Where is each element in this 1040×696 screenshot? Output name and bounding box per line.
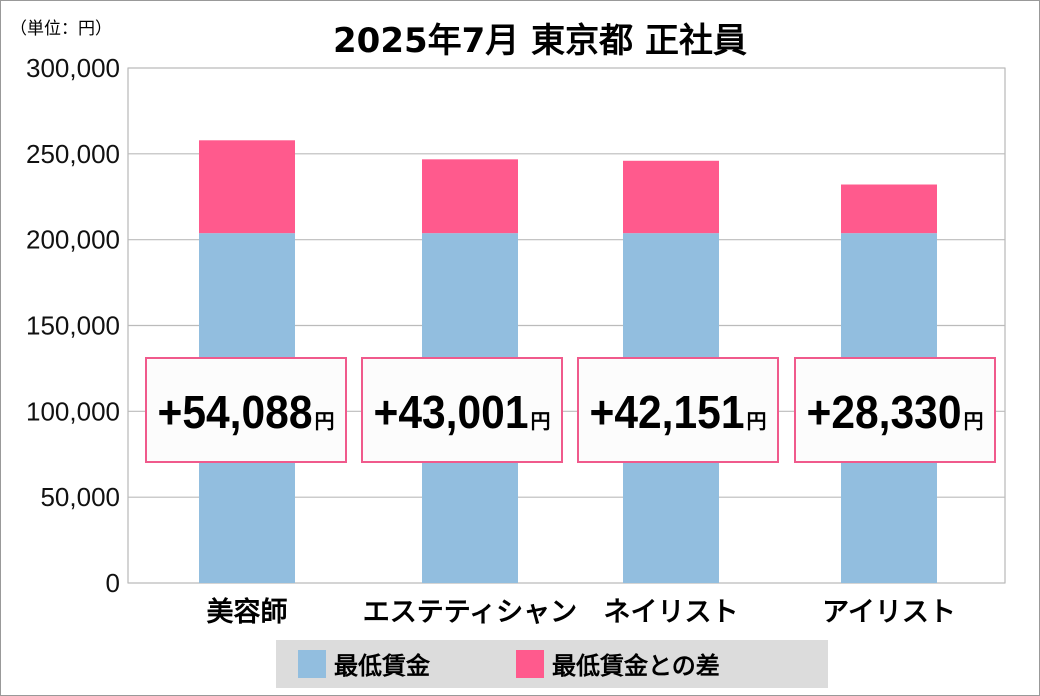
legend-label-min-wage: 最低賃金 (334, 652, 431, 680)
legend-swatch-difference (516, 650, 544, 678)
difference-label: +28,330 円 (807, 386, 984, 438)
difference-label-box (145, 357, 347, 463)
y-tick-label: 0 (106, 568, 120, 598)
bar-difference (841, 184, 937, 234)
difference-value: +28,330 (807, 386, 962, 438)
chart-title: 2025年7月 東京都 正社員 (333, 21, 747, 61)
difference-value: +42,151 (590, 386, 745, 438)
yen-unit: 円 (964, 409, 984, 433)
difference-label: +43,001 円 (374, 386, 551, 438)
legend-label-difference: 最低賃金との差 (552, 652, 720, 680)
y-tick-label: 150,000 (26, 311, 120, 341)
bar-difference (199, 140, 295, 234)
y-tick-label: 50,000 (40, 482, 120, 512)
category-label: アイリスト (822, 597, 956, 628)
y-tick-label: 250,000 (26, 139, 120, 169)
difference-label-box (361, 357, 563, 463)
difference-label: +42,151 円 (590, 386, 767, 438)
legend-background (276, 640, 828, 688)
difference-value: +54,088 (158, 386, 313, 438)
legend: 最低賃金 最低賃金との差 (276, 640, 828, 688)
category-label: 美容師 (207, 596, 288, 628)
difference-value: +43,001 (374, 386, 529, 438)
yen-unit: 円 (315, 409, 335, 433)
yen-unit: 円 (747, 409, 767, 433)
y-tick-label: 300,000 (26, 53, 120, 83)
bar-difference (623, 160, 719, 234)
difference-label: +54,088 円 (158, 386, 335, 438)
category-label: ネイリスト (604, 597, 739, 628)
y-tick-label: 200,000 (26, 225, 120, 255)
bar-difference (422, 159, 518, 234)
difference-label-box (577, 357, 779, 463)
legend-swatch-min-wage (298, 650, 326, 678)
difference-label-box (794, 357, 996, 463)
category-label: エステティシャン (363, 597, 577, 628)
unit-label: （単位：円） (10, 19, 112, 39)
yen-unit: 円 (531, 409, 551, 433)
y-tick-label: 100,000 (26, 396, 120, 426)
